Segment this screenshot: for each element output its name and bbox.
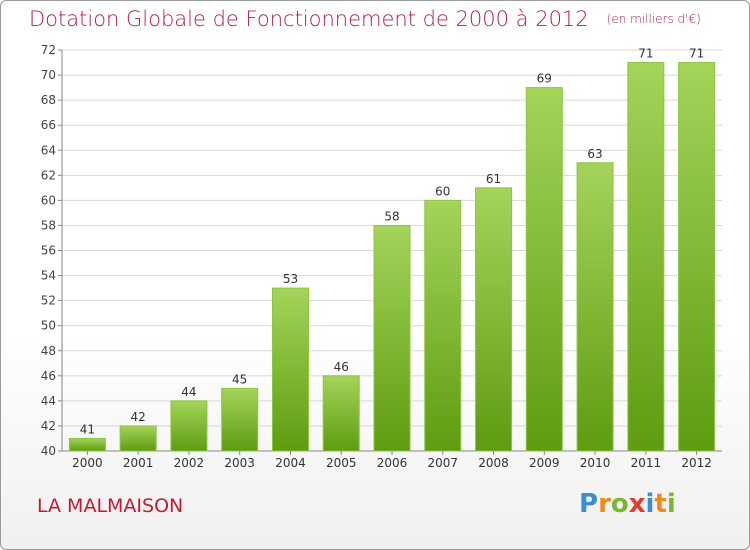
proxiti-logo[interactable]: Proxiti: [579, 489, 676, 519]
y-tick-label: 42: [41, 419, 56, 433]
bar: [170, 400, 208, 452]
y-tick-label: 70: [41, 68, 56, 82]
chart-title-text: Dotation Globale de Fonctionnement de 20…: [29, 7, 589, 31]
x-tick-label: 2005: [326, 456, 357, 470]
logo-letter: i: [645, 489, 655, 519]
y-tick-label: 66: [41, 118, 56, 132]
logo-letter: P: [579, 489, 599, 519]
logo-letter: x: [628, 489, 646, 519]
bar-value-label: 71: [689, 47, 704, 61]
logo-letter: i: [666, 489, 676, 519]
y-tick-label: 68: [41, 93, 56, 107]
x-tick-label: 2006: [377, 456, 408, 470]
y-tick-label: 44: [41, 394, 56, 408]
bar: [119, 425, 157, 452]
y-tick-label: 50: [41, 319, 56, 333]
logo-letter: o: [610, 489, 629, 519]
bar-value-label: 53: [283, 272, 298, 286]
bar: [627, 62, 665, 452]
bar: [678, 62, 716, 452]
x-tick-label: 2009: [529, 456, 560, 470]
bar-value-label: 61: [486, 172, 501, 186]
x-tick-label: 2011: [631, 456, 662, 470]
x-tick-label: 2003: [224, 456, 255, 470]
bar: [68, 437, 106, 452]
chart-title: Dotation Globale de Fonctionnement de 20…: [29, 7, 701, 31]
bar: [271, 287, 309, 452]
bar-value-label: 60: [435, 184, 450, 198]
x-tick-label: 2001: [123, 456, 154, 470]
x-tick-label: 2010: [580, 456, 611, 470]
bar-value-label: 71: [638, 47, 653, 61]
bar: [576, 162, 614, 452]
unit-note: (en milliers d'€): [606, 12, 701, 26]
bar-value-label: 45: [232, 372, 247, 386]
bar-value-label: 44: [181, 385, 196, 399]
y-tick-label: 52: [41, 294, 56, 308]
x-tick-label: 2007: [427, 456, 458, 470]
y-tick-label: 72: [41, 43, 56, 57]
x-tick-label: 2004: [275, 456, 306, 470]
bar-value-label: 63: [587, 147, 602, 161]
x-tick-label: 2008: [478, 456, 509, 470]
bar: [322, 375, 360, 452]
bar: [373, 224, 411, 452]
bar-value-label: 42: [131, 410, 146, 424]
place-name: LA MALMAISON: [37, 495, 184, 517]
logo-letter: t: [654, 489, 667, 519]
bar-value-label: 58: [384, 209, 399, 223]
y-tick-label: 64: [41, 143, 56, 157]
x-tick-label: 2012: [681, 456, 712, 470]
bar-value-label: 41: [80, 422, 95, 436]
y-tick-label: 58: [41, 218, 56, 232]
y-tick-label: 60: [41, 193, 56, 207]
logo-letter: r: [598, 489, 611, 519]
bar: [475, 187, 513, 452]
bar-value-label: 69: [537, 72, 552, 86]
bar: [424, 199, 462, 452]
x-tick-label: 2002: [174, 456, 205, 470]
y-tick-label: 54: [41, 269, 56, 283]
bar: [221, 387, 259, 452]
y-tick-label: 40: [41, 444, 56, 458]
y-tick-label: 62: [41, 168, 56, 182]
bar: [525, 87, 563, 452]
x-tick-label: 2000: [72, 456, 103, 470]
y-tick-label: 48: [41, 344, 56, 358]
y-tick-label: 56: [41, 244, 56, 258]
y-tick-label: 46: [41, 369, 56, 383]
bar-value-label: 46: [334, 360, 349, 374]
